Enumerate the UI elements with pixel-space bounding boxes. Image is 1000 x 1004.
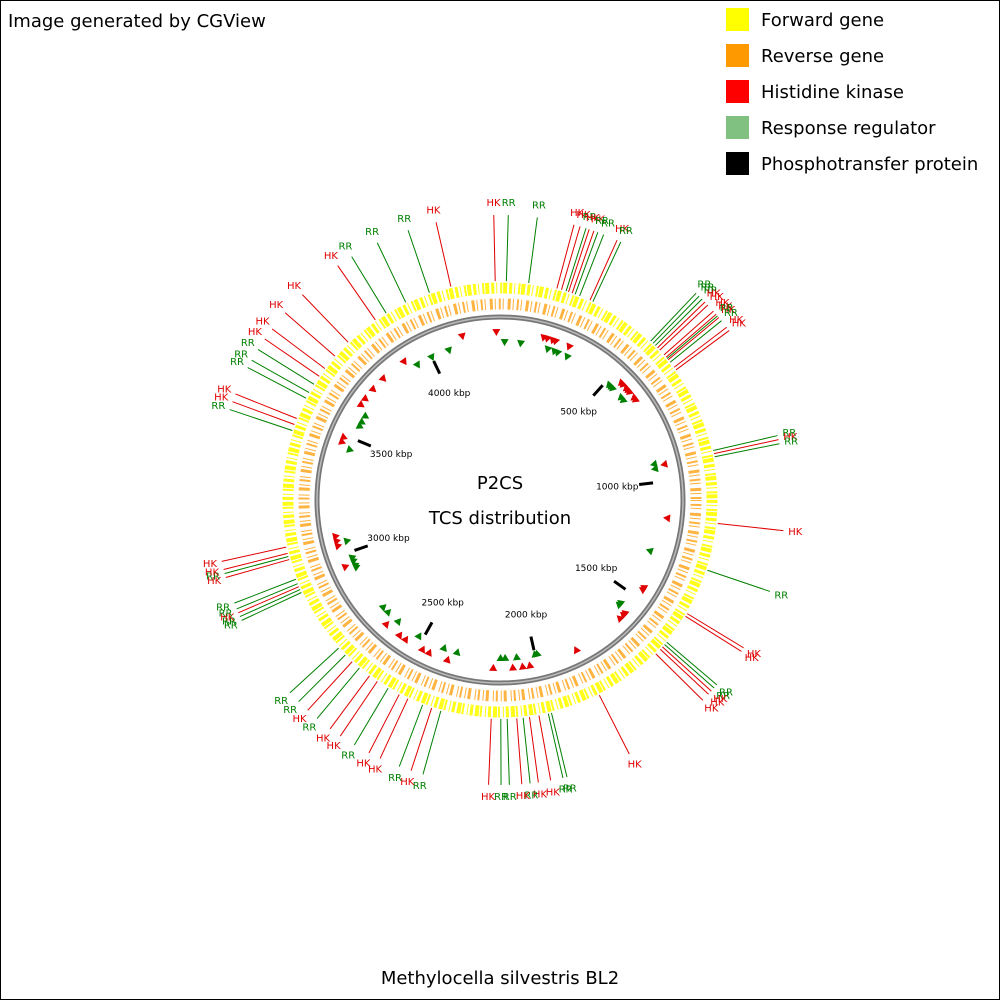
tick-mark: [639, 483, 653, 485]
legend-swatch: [726, 116, 749, 139]
legend-label: Forward gene: [761, 10, 884, 31]
feature-label: HK: [745, 653, 760, 664]
tick-label: 1000 kbp: [596, 482, 639, 492]
feature-label: HK: [287, 281, 302, 292]
feature-label: HK: [324, 251, 339, 262]
feature-label: RR: [338, 241, 352, 252]
feature-label: RR: [397, 214, 411, 225]
feature-label: RR: [532, 201, 546, 212]
feature-label: RR: [341, 750, 355, 761]
feature-label: RR: [559, 785, 573, 796]
feature-label: RR: [365, 227, 379, 238]
feature-label: HK: [704, 704, 719, 715]
tick-label: 3500 kbp: [370, 450, 413, 460]
tick-label: 3000 kbp: [367, 534, 410, 544]
feature-label: HK: [788, 527, 803, 538]
title: P2CS: [477, 473, 523, 494]
feature-label: RR: [494, 792, 508, 803]
feature-label: RR: [241, 338, 255, 349]
feature-label: HK: [516, 791, 531, 802]
feature-label: RR: [388, 773, 402, 784]
tick-label: 500 kbp: [560, 408, 597, 418]
legend-label: Histidine kinase: [761, 82, 904, 103]
tick-label: 2000 kbp: [505, 611, 548, 621]
feature-label: HK: [400, 777, 415, 788]
feature-label: RR: [274, 696, 288, 707]
caption: Methylocella silvestris BL2: [381, 968, 619, 989]
feature-label: RR: [784, 436, 798, 447]
feature-label: HK: [203, 559, 218, 570]
feature-label: HK: [356, 759, 371, 770]
legend-swatch: [726, 8, 749, 31]
legend-label: Response regulator: [761, 118, 936, 139]
feature-label: RR: [283, 705, 297, 716]
legend-label: Reverse gene: [761, 46, 884, 67]
feature-label: RR: [601, 218, 615, 229]
feature-label: HK: [481, 792, 496, 803]
feature-label: HK: [546, 787, 561, 798]
feature-label: HK: [486, 198, 501, 209]
feature-label: RR: [413, 781, 427, 792]
feature-label: HK: [217, 384, 232, 395]
feature-label: RR: [774, 590, 788, 601]
tick-label: 2500 kbp: [421, 599, 464, 609]
header: Image generated by CGView: [8, 11, 266, 32]
feature-label: RR: [619, 226, 633, 237]
feature-label: HK: [316, 733, 331, 744]
feature-label: HK: [248, 327, 263, 338]
feature-label: RR: [216, 602, 230, 613]
feature-label: HK: [628, 760, 643, 771]
tick-label: 1500 kbp: [575, 564, 618, 574]
feature-label: RR: [502, 198, 516, 209]
legend-swatch: [726, 152, 749, 175]
tick-label: 4000 kbp: [428, 389, 471, 399]
feature-label: HK: [426, 206, 441, 217]
feature-label: HK: [255, 317, 270, 328]
legend-swatch: [726, 80, 749, 103]
legend-swatch: [726, 44, 749, 67]
legend-label: Phosphotransfer protein: [761, 154, 978, 175]
feature-label: RR: [234, 349, 248, 360]
feature-label: HK: [732, 318, 747, 329]
feature-label: HK: [269, 300, 284, 311]
subtitle: TCS distribution: [428, 508, 571, 529]
